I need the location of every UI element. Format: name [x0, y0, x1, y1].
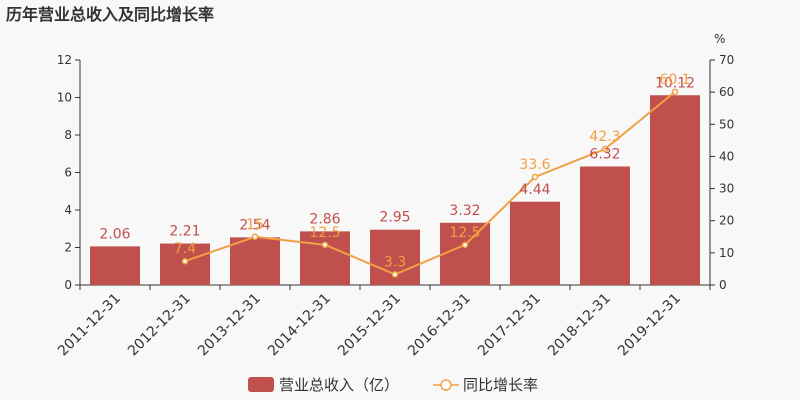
growth-line — [184, 91, 676, 276]
x-axis-tick-label: 2011-12-31 — [55, 291, 124, 360]
left-axis-tick-label: 4 — [64, 203, 72, 217]
bar-series — [90, 95, 700, 285]
right-axis-tick-label: 20 — [719, 214, 734, 228]
data-labels: 2.06 2.21 2.54 2.86 2.95 3.32 4.44 6.32 10.12 7.4… — [99, 72, 695, 271]
legend[interactable]: 营业总收入（亿） 同比增长率 — [248, 376, 538, 394]
growth-value-label: 12.5 — [309, 225, 340, 241]
growth-value-label: 7.4 — [174, 241, 196, 257]
growth-point — [461, 241, 469, 249]
left-axis-tick-label: 6 — [64, 166, 72, 180]
growth-value-label: 42.3 — [589, 129, 620, 145]
left-axis-tick-label: 10 — [57, 91, 72, 105]
right-axis-tick-label: 30 — [719, 182, 734, 196]
growth-point — [531, 173, 539, 181]
x-axis-tick-label: 2019-12-31 — [615, 291, 684, 360]
bar-value-label: 6.32 — [589, 147, 620, 163]
growth-point — [601, 145, 609, 153]
bar — [580, 166, 630, 285]
left-axis-tick-label: 2 — [64, 241, 72, 255]
bar-value-label: 10.12 — [655, 75, 695, 91]
bar-value-label: 2.06 — [99, 226, 130, 242]
right-axis-tick-label: 60 — [719, 85, 734, 99]
left-axis-tick-label: 0 — [64, 278, 72, 292]
growth-point — [181, 257, 189, 265]
x-axis-tick-label: 2013-12-31 — [195, 291, 264, 360]
legend-label-growth: 同比增长率 — [463, 376, 538, 394]
right-axis-tick-label: 10 — [719, 246, 734, 260]
growth-value-label: 33.6 — [519, 157, 550, 173]
bar-value-label: 2.95 — [379, 210, 410, 226]
bar-value-label: 3.32 — [449, 203, 480, 219]
axes: 0 2 4 6 8 10 12 0 10 20 30 40 50 60 70 2011-12-31 2012-1… — [55, 53, 734, 359]
legend-label-revenue: 营业总收入（亿） — [279, 376, 399, 394]
bar — [230, 237, 280, 285]
growth-value-label: 60.1 — [659, 72, 690, 88]
bar — [510, 201, 560, 285]
right-axis-tick-label: 70 — [719, 53, 734, 67]
x-axis-tick-label: 2018-12-31 — [545, 291, 614, 360]
right-axis-unit: % — [714, 32, 725, 46]
growth-point — [391, 271, 399, 278]
x-axis-tick-label: 2015-12-31 — [335, 291, 404, 360]
x-axis-tick-label: 2014-12-31 — [265, 291, 334, 360]
bar-value-label: 2.86 — [309, 211, 340, 227]
right-axis-tick-label: 50 — [719, 117, 734, 131]
growth-value-label: 3.3 — [384, 254, 406, 270]
x-axis-tick-label: 2012-12-31 — [125, 291, 194, 360]
right-axis-tick-label: 0 — [719, 278, 727, 292]
bar — [650, 95, 700, 285]
bar-value-label: 2.21 — [169, 224, 200, 240]
growth-value-label: 15 — [246, 217, 264, 233]
legend-line-marker — [440, 379, 452, 391]
line-series — [181, 88, 679, 278]
x-axis-tick-label: 2016-12-31 — [405, 291, 474, 360]
growth-point — [321, 241, 329, 249]
growth-value-label: 12.5 — [449, 225, 480, 241]
bar — [300, 231, 350, 285]
right-axis-tick-label: 40 — [719, 149, 734, 163]
left-axis-tick-label: 12 — [57, 53, 72, 67]
chart-title: 历年营业总收入及同比增长率 — [6, 5, 214, 24]
bar — [90, 246, 140, 285]
legend-bar-swatch — [248, 377, 274, 392]
bar-value-label: 2.54 — [239, 217, 270, 233]
x-axis-tick-label: 2017-12-31 — [475, 291, 544, 360]
bar-value-label: 4.44 — [519, 182, 550, 198]
bar — [440, 222, 490, 285]
growth-point — [251, 233, 259, 241]
growth-point — [671, 88, 679, 96]
left-axis-tick-label: 8 — [64, 128, 72, 142]
